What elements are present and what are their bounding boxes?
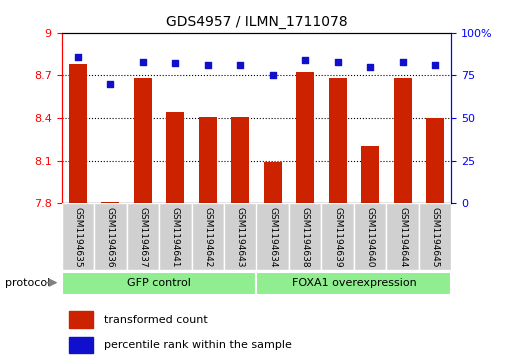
Text: GSM1194636: GSM1194636 <box>106 207 115 267</box>
Bar <box>289 203 322 270</box>
Point <box>74 54 82 60</box>
Bar <box>166 112 184 203</box>
Bar <box>127 203 159 270</box>
Text: FOXA1 overexpression: FOXA1 overexpression <box>291 278 417 287</box>
Text: GFP control: GFP control <box>127 278 191 287</box>
Text: percentile rank within the sample: percentile rank within the sample <box>105 340 292 350</box>
Bar <box>69 64 87 203</box>
Text: GSM1194635: GSM1194635 <box>73 207 82 267</box>
Point <box>301 57 309 63</box>
Bar <box>322 203 354 270</box>
Text: GSM1194643: GSM1194643 <box>236 207 245 267</box>
Point <box>333 59 342 65</box>
Point <box>204 62 212 68</box>
Bar <box>264 162 282 203</box>
Text: GSM1194637: GSM1194637 <box>139 207 147 267</box>
Bar <box>354 203 386 270</box>
Text: GSM1194634: GSM1194634 <box>268 207 277 267</box>
Bar <box>69 311 93 328</box>
Text: GSM1194641: GSM1194641 <box>171 207 180 267</box>
Text: GSM1194644: GSM1194644 <box>398 207 407 267</box>
Text: GSM1194639: GSM1194639 <box>333 207 342 267</box>
Text: GSM1194640: GSM1194640 <box>366 207 374 267</box>
Text: protocol: protocol <box>5 278 50 287</box>
Text: GSM1194642: GSM1194642 <box>203 207 212 267</box>
Bar <box>191 203 224 270</box>
Text: GSM1194638: GSM1194638 <box>301 207 310 267</box>
Bar <box>386 203 419 270</box>
Point <box>171 61 180 66</box>
Bar <box>329 78 347 203</box>
Bar <box>102 202 119 203</box>
Bar <box>94 203 127 270</box>
Bar <box>419 203 451 270</box>
Bar <box>224 203 256 270</box>
Bar <box>256 272 451 295</box>
Bar <box>394 78 411 203</box>
Text: transformed count: transformed count <box>105 315 208 325</box>
Bar <box>231 117 249 203</box>
Point <box>399 59 407 65</box>
Text: GSM1194645: GSM1194645 <box>431 207 440 267</box>
Point <box>366 64 374 70</box>
Point <box>269 72 277 78</box>
Bar <box>199 117 216 203</box>
Bar <box>297 73 314 203</box>
Bar <box>62 272 256 295</box>
Bar <box>134 78 152 203</box>
Bar <box>426 118 444 203</box>
Point <box>106 81 114 87</box>
Bar <box>62 203 94 270</box>
Title: GDS4957 / ILMN_1711078: GDS4957 / ILMN_1711078 <box>166 15 347 29</box>
Bar <box>69 337 93 353</box>
Bar <box>256 203 289 270</box>
Bar <box>361 146 379 203</box>
Bar <box>159 203 191 270</box>
Point <box>431 62 439 68</box>
Point <box>236 62 244 68</box>
Point <box>139 59 147 65</box>
